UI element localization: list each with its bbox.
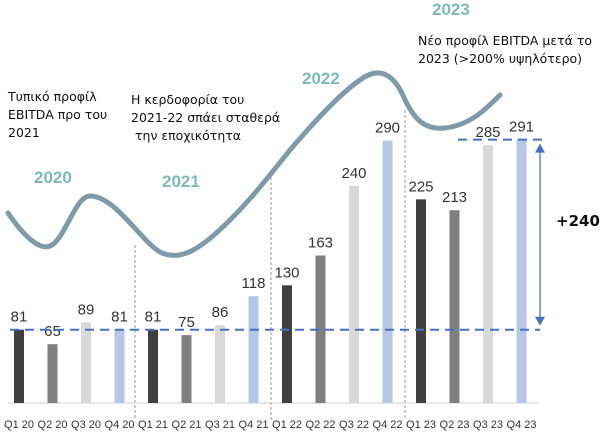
tick-label: Q1 21 bbox=[138, 419, 168, 431]
tick-label: Q4 22 bbox=[373, 419, 403, 431]
data-label: 89 bbox=[78, 301, 95, 318]
data-label: 81 bbox=[111, 309, 128, 326]
bar bbox=[47, 344, 58, 403]
tick-label: Q1 22 bbox=[272, 419, 302, 431]
bar bbox=[315, 255, 326, 403]
tick-label: Q2 21 bbox=[172, 419, 202, 431]
tick-label: Q4 20 bbox=[105, 419, 135, 431]
bar bbox=[382, 140, 393, 404]
arrow-head-down bbox=[535, 316, 545, 326]
data-label: 290 bbox=[375, 120, 400, 137]
year-label-2022: 2022 bbox=[302, 69, 340, 88]
note-line: Η κερδοφορία του bbox=[131, 92, 245, 107]
data-label: 118 bbox=[242, 275, 266, 292]
bar bbox=[148, 329, 158, 403]
data-label: 163 bbox=[308, 234, 333, 251]
bar bbox=[516, 139, 527, 403]
note-line: 2021 bbox=[8, 125, 40, 140]
bar bbox=[483, 145, 493, 403]
data-label: 240 bbox=[341, 165, 366, 182]
note-line: Τυπικό προφίλ bbox=[8, 89, 97, 104]
note-line: 2021-22 σπάει σταθερά bbox=[131, 110, 281, 125]
note-line: 2023 (>200% υψηλότερο) bbox=[418, 51, 583, 66]
data-label: 285 bbox=[475, 124, 500, 141]
tick-label: Q2 23 bbox=[440, 419, 470, 431]
note-pre-2021: Τυπικό προφίλ EBITDA προ του 2021 bbox=[8, 88, 107, 142]
note-2021-22: Η κερδοφορία του 2021-22 σπάει σταθερά την… bbox=[131, 91, 280, 145]
bar bbox=[114, 329, 125, 403]
note-2023: Νέο προφίλ EBITDA μετά το 2023 (>200% υψη… bbox=[418, 32, 592, 68]
tick-label: Q3 23 bbox=[473, 419, 503, 431]
data-label: 81 bbox=[145, 309, 162, 326]
bar bbox=[81, 322, 91, 403]
data-label: 81 bbox=[11, 309, 28, 326]
tick-label: Q4 21 bbox=[239, 419, 269, 431]
data-label: 75 bbox=[178, 314, 195, 331]
trend-curve bbox=[5, 70, 503, 258]
bar bbox=[14, 329, 24, 403]
data-label: 65 bbox=[44, 323, 61, 340]
data-label: 86 bbox=[212, 304, 229, 321]
note-line: Νέο προφίλ EBITDA μετά το bbox=[418, 33, 593, 48]
data-label: 225 bbox=[408, 178, 433, 195]
bar bbox=[349, 185, 359, 403]
bar bbox=[215, 325, 225, 403]
data-label: 213 bbox=[442, 189, 467, 206]
data-label: 291 bbox=[509, 119, 534, 136]
tick-label: Q4 23 bbox=[507, 419, 537, 431]
bar bbox=[416, 199, 426, 403]
tick-label: Q2 20 bbox=[38, 419, 68, 431]
bar bbox=[282, 285, 292, 403]
year-label-2020: 2020 bbox=[34, 168, 72, 187]
bar bbox=[449, 210, 460, 403]
data-label: 130 bbox=[274, 264, 299, 281]
year-label-2023: 2023 bbox=[432, 0, 470, 19]
tick-label: Q2 22 bbox=[306, 419, 336, 431]
tick-label: Q1 23 bbox=[406, 419, 436, 431]
tick-label: Q3 20 bbox=[71, 419, 101, 431]
bar bbox=[248, 296, 259, 403]
arrow-head-up bbox=[535, 143, 545, 153]
note-line: EBITDA προ του bbox=[8, 107, 108, 122]
year-label-2021: 2021 bbox=[162, 172, 200, 191]
tick-label: Q3 21 bbox=[205, 419, 235, 431]
tick-label: Q3 22 bbox=[339, 419, 369, 431]
increase-label: +240% bbox=[556, 212, 600, 230]
bar bbox=[181, 335, 192, 403]
tick-label: Q1 20 bbox=[4, 419, 34, 431]
note-line: την εποχικότητα bbox=[135, 128, 242, 143]
